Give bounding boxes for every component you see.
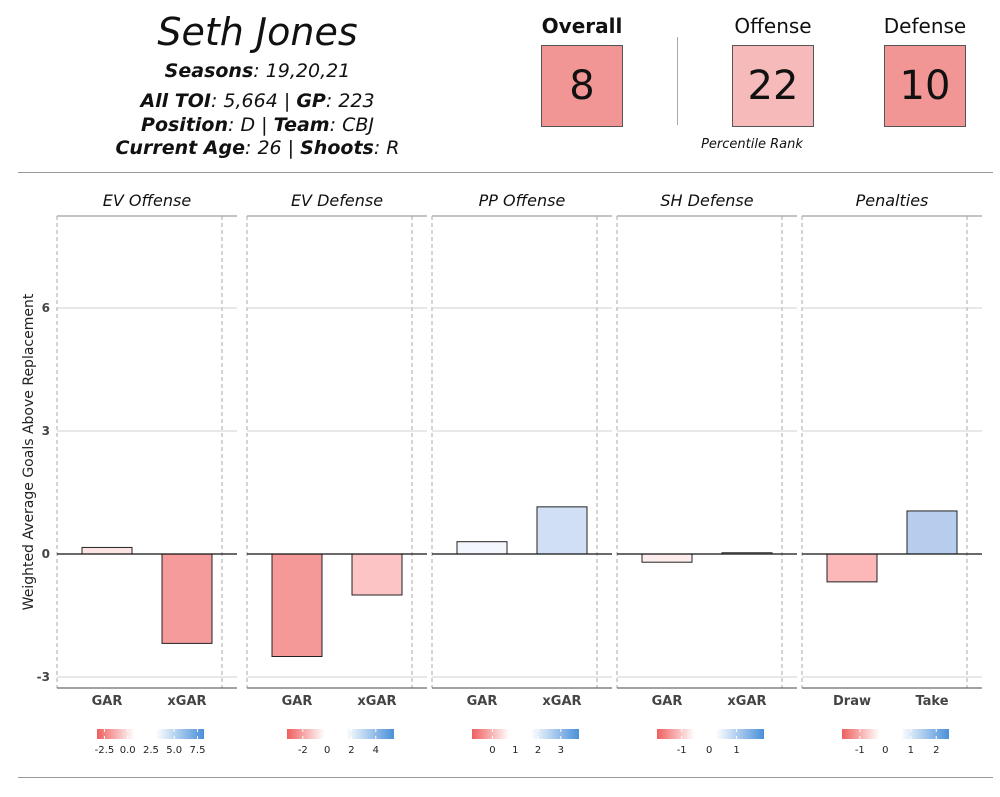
seasons-label: Seasons bbox=[164, 60, 254, 82]
position-value: D bbox=[240, 114, 256, 136]
bar-ev-defense-xgar bbox=[351, 553, 403, 596]
x-tick-label: xGAR bbox=[357, 694, 396, 709]
age-line: Current Age: 26 | Shoots: R bbox=[115, 137, 400, 159]
seasons-line: Seasons: 19,20,21 bbox=[164, 60, 351, 82]
colorbar-tick-label: 1 bbox=[733, 745, 739, 756]
colorbar-tick-label: 1 bbox=[908, 745, 914, 756]
defense-title: Defense bbox=[883, 14, 967, 38]
toi-label: All TOI bbox=[140, 90, 211, 112]
bar-penalties-draw bbox=[826, 553, 878, 583]
gp-label: GP bbox=[296, 90, 326, 112]
x-tick-label: Take bbox=[915, 694, 948, 709]
x-tick-label: xGAR bbox=[727, 694, 766, 709]
overall-rank-box: 8 bbox=[541, 45, 623, 127]
y-axis-label: Weighted Average Goals Above Replacement bbox=[21, 293, 37, 610]
defense-rank-box: 10 bbox=[884, 45, 966, 127]
colorbar-ev-offense bbox=[97, 729, 204, 739]
y-tick-label: 0 bbox=[42, 547, 50, 561]
y-tick-label: -3 bbox=[37, 670, 50, 684]
x-tick-label: xGAR bbox=[542, 694, 581, 709]
panel-title-ev-defense: EV Defense bbox=[291, 191, 383, 210]
bar-ev-offense-gar bbox=[81, 546, 133, 555]
player-name: Seth Jones bbox=[157, 10, 358, 54]
bar-ev-defense-gar bbox=[271, 553, 323, 657]
colorbar-tick-label: -1 bbox=[855, 745, 865, 756]
seasons-value: 19,20,21 bbox=[265, 60, 351, 82]
y-tick-label: 6 bbox=[42, 301, 50, 315]
offense-title: Offense bbox=[734, 14, 812, 38]
bar-ev-offense-xgar bbox=[161, 553, 213, 644]
colorbar-tick-label: 5.0 bbox=[166, 745, 182, 756]
x-tick-label: GAR bbox=[467, 694, 498, 709]
bar-pp-offense-xgar bbox=[536, 506, 588, 555]
x-tick-label: Draw bbox=[833, 694, 871, 709]
team-value: CBJ bbox=[342, 114, 374, 136]
shoots-label: Shoots bbox=[300, 137, 374, 159]
bar-sh-defense-gar bbox=[641, 553, 693, 563]
colorbar-tick-label: 7.5 bbox=[190, 745, 206, 756]
colorbar-tick-label: 0.0 bbox=[120, 745, 136, 756]
colorbar-tick-label: -2.5 bbox=[95, 745, 115, 756]
shoots-value: R bbox=[386, 137, 400, 159]
x-tick-label: GAR bbox=[652, 694, 683, 709]
team-label: Team bbox=[273, 114, 330, 136]
colorbar-tick-label: 0 bbox=[489, 745, 495, 756]
colorbar-tick-label: 1 bbox=[512, 745, 518, 756]
colorbar-tick-label: -2 bbox=[298, 745, 308, 756]
panel-title-penalties: Penalties bbox=[856, 191, 929, 210]
colorbar-ev-defense bbox=[287, 729, 394, 739]
gar-chart: Weighted Average Goals Above Replacement… bbox=[21, 191, 982, 756]
age-label: Current Age bbox=[115, 137, 245, 159]
age-value: 26 bbox=[257, 137, 282, 159]
percentile-rank-caption: Percentile Rank bbox=[701, 137, 803, 152]
defense-rank-value: 10 bbox=[899, 63, 951, 109]
y-tick-label: 3 bbox=[42, 424, 50, 438]
colorbar-sh-defense bbox=[657, 729, 764, 739]
colorbar-tick-label: 2.5 bbox=[143, 745, 159, 756]
offense-rank-value: 22 bbox=[747, 63, 799, 109]
colorbar-tick-label: 2 bbox=[933, 745, 939, 756]
position-line: Position: D | Team: CBJ bbox=[141, 114, 374, 136]
panel-title-ev-offense: EV Offense bbox=[103, 191, 192, 210]
colorbar-tick-label: 4 bbox=[373, 745, 379, 756]
panel-title-sh-defense: SH Defense bbox=[660, 191, 753, 210]
toi-line: All TOI: 5,664 | GP: 223 bbox=[140, 90, 375, 112]
offense-rank-box: 22 bbox=[732, 45, 814, 127]
colorbar-tick-label: 0 bbox=[706, 745, 712, 756]
colorbar-tick-label: 0 bbox=[324, 745, 330, 756]
position-label: Position bbox=[141, 114, 228, 136]
colorbar-penalties bbox=[842, 729, 949, 739]
colorbar-tick-label: 3 bbox=[558, 745, 564, 756]
colorbar-pp-offense bbox=[472, 729, 579, 739]
header-divider bbox=[18, 172, 993, 173]
colorbar-tick-label: 2 bbox=[348, 745, 354, 756]
colorbar-tick-label: 2 bbox=[535, 745, 541, 756]
toi-value: 5,664 bbox=[223, 90, 278, 112]
x-tick-label: GAR bbox=[282, 694, 313, 709]
rank-divider bbox=[677, 37, 678, 125]
colorbar-tick-label: -1 bbox=[677, 745, 687, 756]
x-tick-label: GAR bbox=[92, 694, 123, 709]
overall-title: Overall bbox=[541, 14, 623, 38]
bar-pp-offense-gar bbox=[456, 541, 508, 555]
footer-divider bbox=[18, 777, 993, 778]
bar-penalties-take bbox=[906, 510, 958, 555]
colorbar-tick-label: 0 bbox=[882, 745, 888, 756]
gp-value: 223 bbox=[338, 90, 375, 112]
overall-rank-value: 8 bbox=[569, 63, 595, 109]
panel-title-pp-offense: PP Offense bbox=[479, 191, 566, 210]
x-tick-label: xGAR bbox=[167, 694, 206, 709]
